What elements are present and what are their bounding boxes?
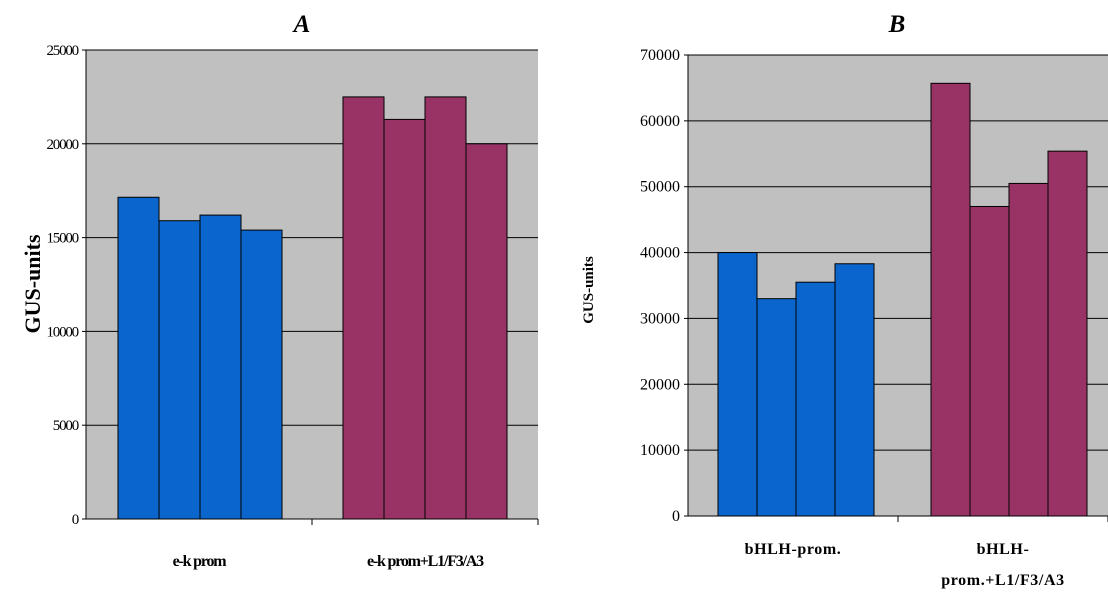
chart-b-y-tick-label: 20000	[640, 376, 680, 393]
chart-b-y-ticks: 0 10000 20000 30000 40000 50000 60000 70000	[640, 47, 688, 525]
chart-a-y-tick-label: 15000	[46, 231, 78, 247]
chart-b-bars	[717, 82, 1088, 517]
chart-a-bar	[383, 118, 426, 520]
chart-b-y-tick-label: 30000	[640, 310, 680, 327]
chart-a-y-tick-label: 20000	[46, 137, 78, 153]
chart-a-bar	[240, 229, 283, 520]
chart-a-bar	[158, 220, 201, 520]
chart-a-bar	[199, 214, 242, 520]
chart-a-bar	[342, 96, 385, 520]
chart-a-y-tick-label: 0	[72, 512, 79, 528]
chart-b-y-tick-label: 60000	[640, 113, 680, 130]
chart-b-y-label: GUS-units	[581, 256, 597, 324]
chart-a-bars	[117, 96, 508, 520]
chart-a-y-label: GUS-units	[20, 234, 45, 333]
chart-b-bar	[1047, 150, 1088, 517]
chart-a-bar	[424, 96, 467, 520]
chart-b-y-tick-label: 0	[672, 508, 680, 525]
chart-b-y-tick-label: 50000	[640, 179, 680, 196]
chart-a-y-tick-label: 5000	[53, 418, 79, 434]
chart-b-category-label: bHLH-	[977, 541, 1030, 558]
chart-b-bar	[756, 298, 797, 517]
chart-a-y-tick-label: 25000	[46, 43, 78, 59]
chart-b-bar	[717, 252, 758, 517]
chart-b-bar	[795, 281, 836, 517]
chart-a-category-label: e-k prom+L1/F3/A3	[367, 553, 484, 570]
chart-b-bar	[930, 82, 971, 517]
chart-b-y-tick-label: 40000	[640, 245, 680, 262]
chart-a-title: A	[292, 11, 311, 38]
chart-b-x-ticks: bHLH-prom. bHLH-prom.+L1/F3/A3	[745, 516, 1108, 589]
chart-b-title: B	[888, 11, 906, 38]
chart-a-y-tick-label: 10000	[46, 324, 78, 340]
chart-b-bar	[969, 205, 1010, 517]
chart-b-bar	[834, 263, 875, 517]
chart-b: B 0 10000 20000 30000 40000 50000 60000 70000 b…	[581, 11, 1108, 589]
chart-b-category-label: prom.+L1/F3/A3	[941, 572, 1064, 589]
chart-a-y-ticks: 0 5000 10000 15000 20000 25000	[46, 43, 86, 528]
chart-b-y-tick-label: 70000	[640, 47, 680, 64]
chart-a-bar	[465, 143, 508, 520]
chart-a-category-label: e-k prom	[173, 553, 228, 570]
chart-a-x-ticks: e-k prom e-k prom+L1/F3/A3	[173, 519, 539, 570]
chart-b-y-tick-label: 10000	[640, 442, 680, 459]
chart-a-bar	[117, 196, 160, 520]
chart-b-bar	[1008, 182, 1049, 517]
chart-b-category-label: bHLH-prom.	[745, 541, 842, 558]
